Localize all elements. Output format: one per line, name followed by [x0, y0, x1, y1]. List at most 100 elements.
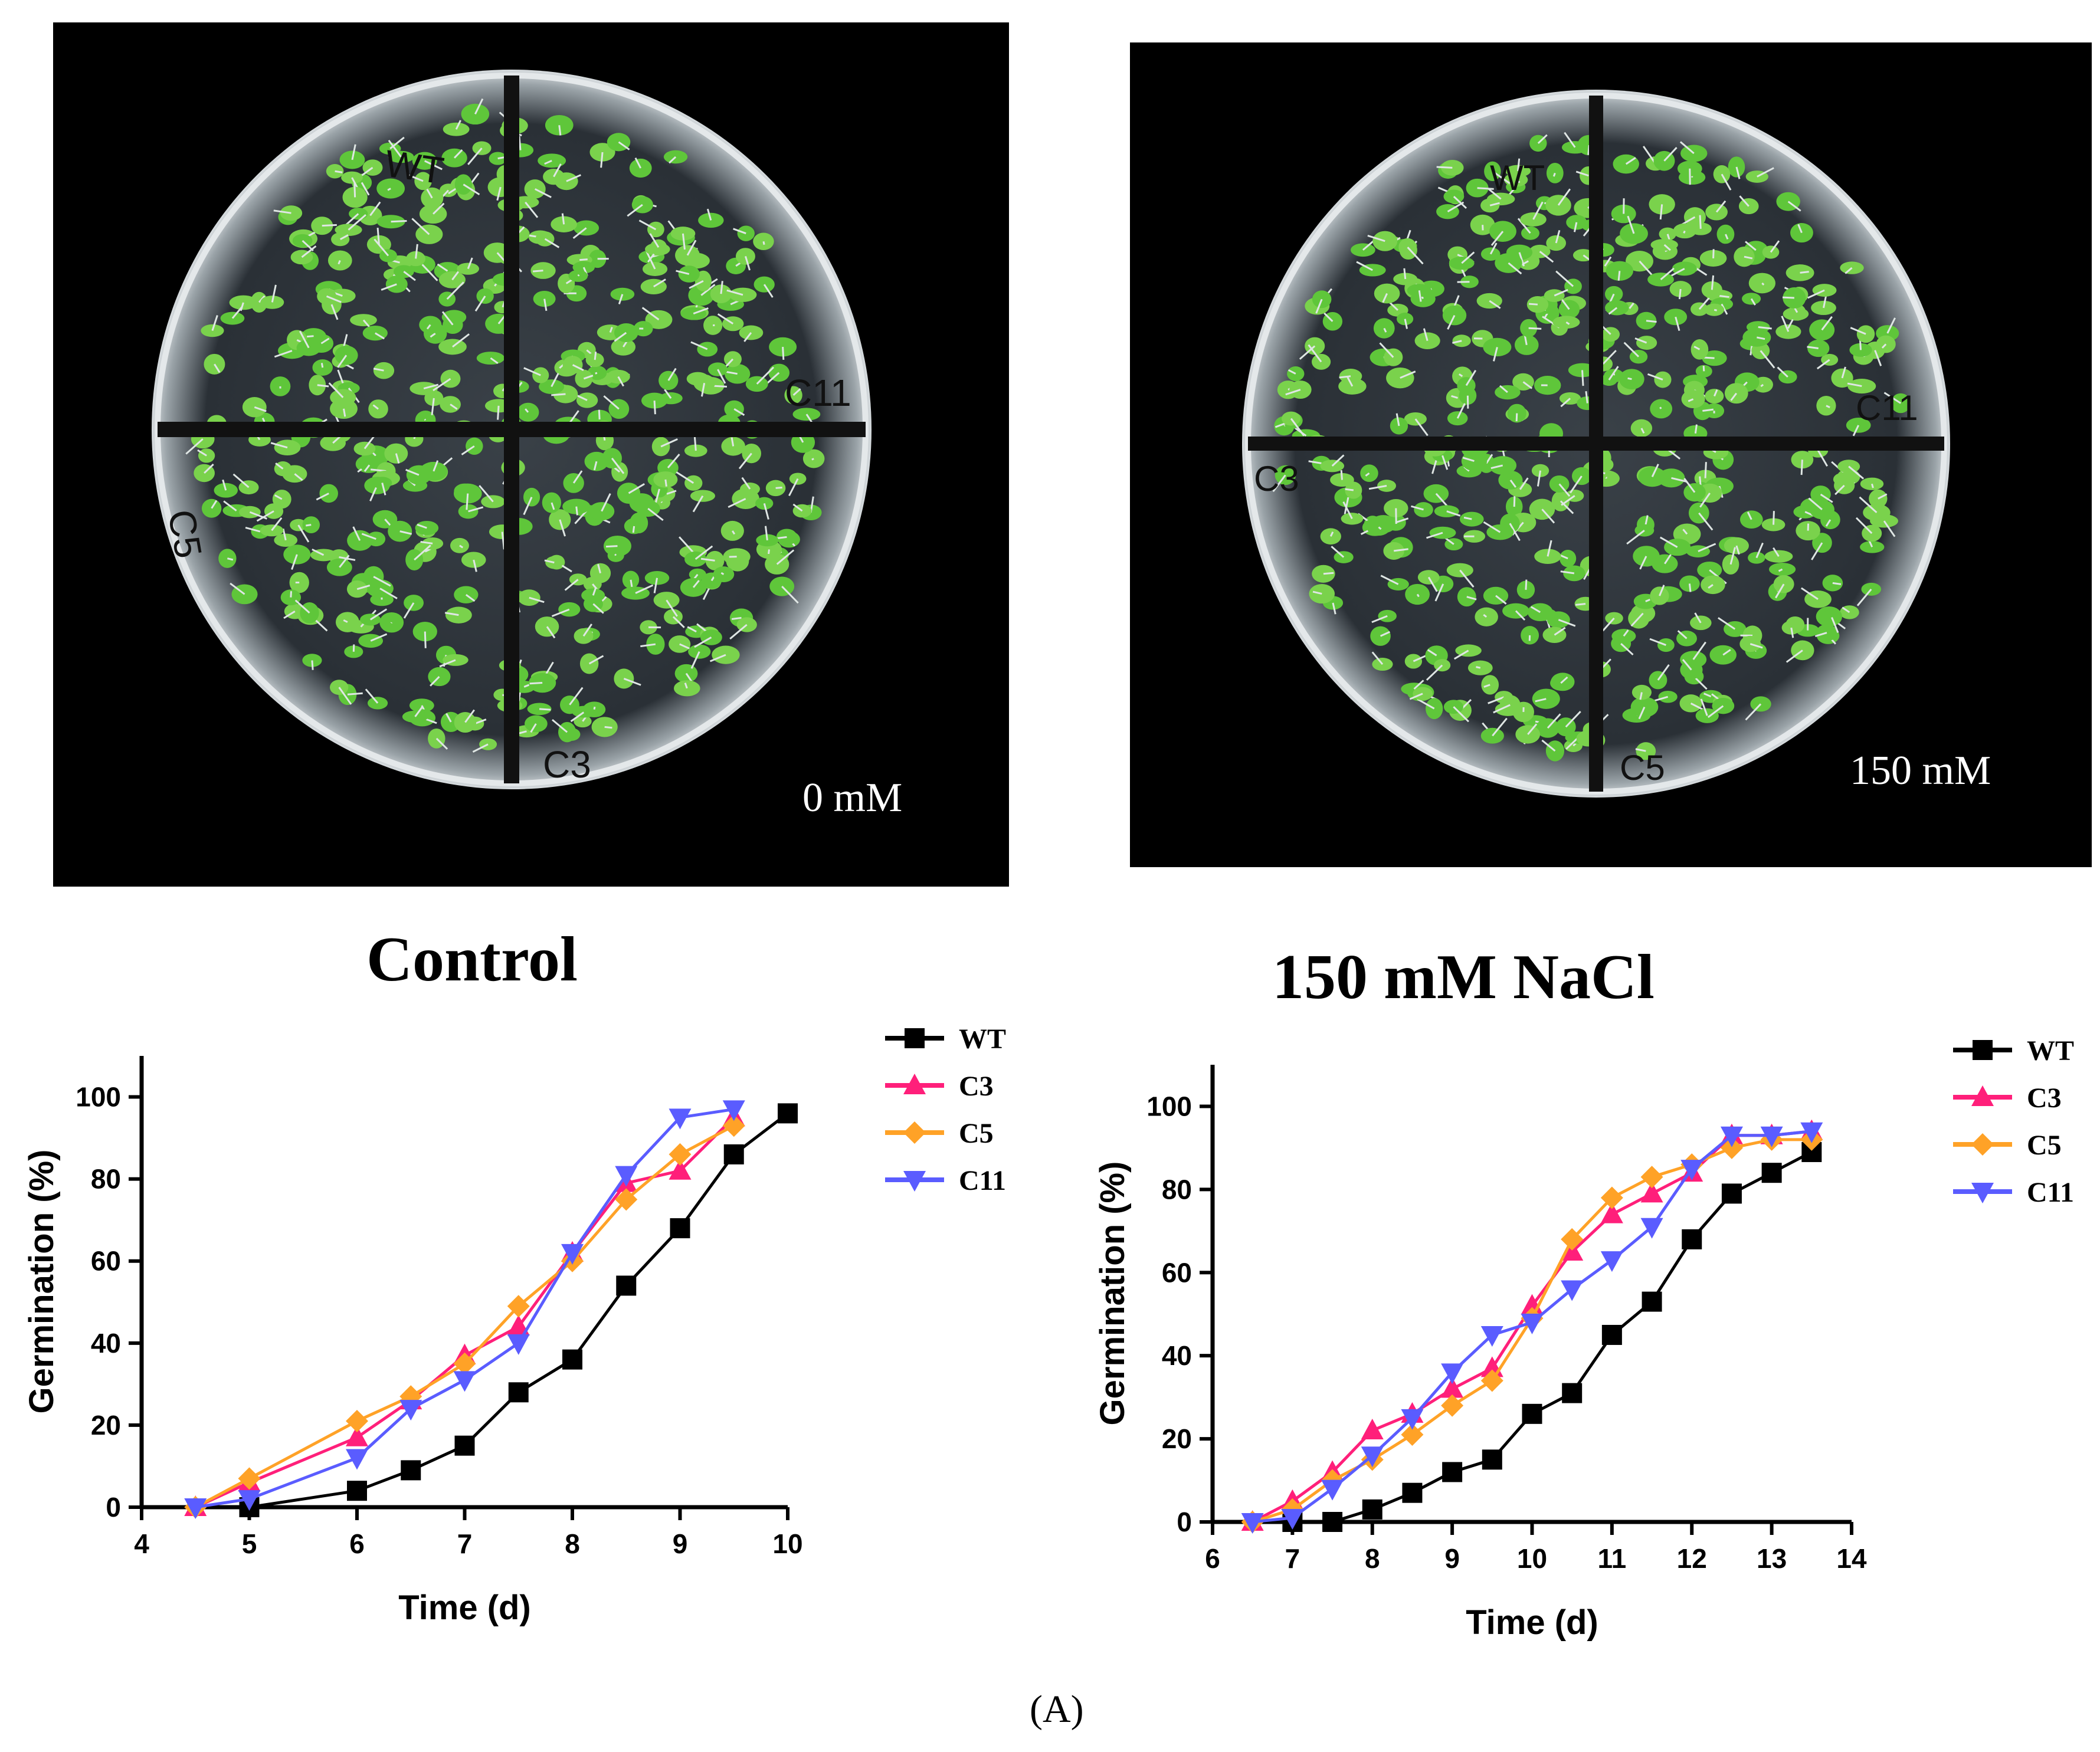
seedling-root [185, 438, 204, 455]
seedling-root [388, 139, 402, 158]
data-point [1720, 1126, 1743, 1147]
seedling-root [414, 706, 424, 717]
seedling-root [566, 174, 581, 182]
seedling-root [1483, 613, 1488, 618]
seedling-root [687, 626, 697, 633]
seedling-root [717, 369, 726, 384]
seedling-root [729, 624, 748, 640]
x-tick-label: 4 [134, 1528, 149, 1559]
data-point [1640, 1182, 1663, 1203]
seedling-leaf [283, 544, 311, 565]
y-axis-label: Germination (%) [22, 1150, 61, 1414]
seedling-root [731, 616, 742, 621]
data-point [1361, 1446, 1384, 1468]
seedling-leaf [1372, 658, 1393, 671]
seedling-root [693, 435, 697, 451]
seedling-root [439, 659, 456, 668]
seedling-root [1850, 327, 1866, 335]
seedling-root [414, 544, 431, 561]
seedling-root [1883, 392, 1902, 404]
y-tick-label: 60 [1162, 1257, 1192, 1288]
seedling-root [1379, 342, 1394, 358]
x-tick-label: 14 [1836, 1543, 1867, 1574]
seedling-leaf [1704, 303, 1725, 316]
seedling-root [283, 611, 296, 619]
seedling-root [1657, 664, 1670, 681]
seedling-root [700, 557, 715, 562]
seedling-root [1436, 166, 1453, 169]
seedling-root [1778, 568, 1783, 572]
seedling-root [1871, 483, 1874, 488]
seedling-leaf [406, 465, 432, 485]
seedling-root [1847, 382, 1862, 388]
seedling-root [496, 186, 502, 201]
seedling-leaf [1847, 378, 1876, 394]
seedling-leaf [1630, 419, 1653, 438]
seedling-root [689, 280, 704, 289]
seedling-root [529, 682, 543, 685]
seedling-root [1719, 295, 1729, 298]
seedling-leaf [1761, 518, 1786, 531]
seedling-leaf [1459, 386, 1477, 405]
seedling-leaf [1480, 198, 1500, 213]
seedling-root [1465, 369, 1477, 386]
seedling-root [1699, 215, 1702, 229]
seedling-root [490, 357, 499, 365]
seedling-root [1515, 610, 1526, 621]
seedling-root [1517, 218, 1531, 234]
data-point [1561, 1228, 1584, 1251]
seedling-root [339, 555, 350, 568]
plate-label-c3-left: C3 [543, 743, 591, 786]
seedling-leaf [1549, 475, 1570, 493]
seedling-root [597, 564, 601, 573]
data-point [722, 1114, 745, 1137]
legend-marker [903, 1074, 926, 1094]
seedling-root [343, 619, 348, 623]
data-point [1402, 1482, 1423, 1503]
seedling-root [640, 643, 656, 648]
seedling-root [679, 536, 694, 553]
seedling-leaf [1691, 339, 1709, 360]
seedling-root [1800, 271, 1809, 274]
seedling-leaf [1659, 227, 1676, 241]
seedling-root [1426, 664, 1443, 681]
x-tick-label: 6 [1205, 1543, 1220, 1574]
seedling-root [1821, 316, 1833, 331]
seedling-leaf [1876, 335, 1896, 353]
seedling-leaf [270, 376, 291, 396]
photo-label-150mM: 150 mM [1850, 748, 1991, 793]
plate-label-wt-right: WT [1490, 158, 1545, 198]
seedling-root [307, 335, 314, 338]
seedling-leaf [445, 606, 472, 624]
seedling-leaf [1611, 629, 1636, 644]
seedling-leaf [1484, 161, 1501, 182]
seedling-root [1495, 595, 1507, 605]
seedling-root [1564, 132, 1576, 148]
seedling-leaf [563, 473, 584, 493]
seedling-root [370, 633, 388, 642]
seedling-root [1651, 464, 1659, 477]
data-point [670, 1218, 690, 1239]
seedling-root [282, 528, 287, 541]
seedling-root [437, 263, 448, 272]
seedling-root [1517, 158, 1521, 172]
seedling-root [717, 313, 734, 325]
seedling-root [690, 651, 700, 669]
x-tick-label: 8 [1365, 1543, 1380, 1574]
seedling-root [1669, 268, 1685, 278]
seedling-root [1539, 251, 1554, 263]
seedling-root [211, 315, 218, 331]
seedling-root [1760, 350, 1775, 369]
seedling-root [1688, 398, 1694, 402]
seedling-root [1739, 195, 1750, 207]
data-point [1241, 1513, 1264, 1534]
seedling-root [211, 500, 218, 509]
seedling-leaf [317, 288, 336, 304]
plate-label-c5-right: C5 [1620, 748, 1665, 788]
chart-title-salt: 150 mM NaCl [1272, 942, 1655, 1012]
data-point [1721, 1183, 1742, 1204]
seedling-leaf [353, 441, 376, 456]
seedling-root [347, 692, 363, 695]
seedling-root [1532, 201, 1544, 220]
seedling-root [1773, 547, 1780, 557]
